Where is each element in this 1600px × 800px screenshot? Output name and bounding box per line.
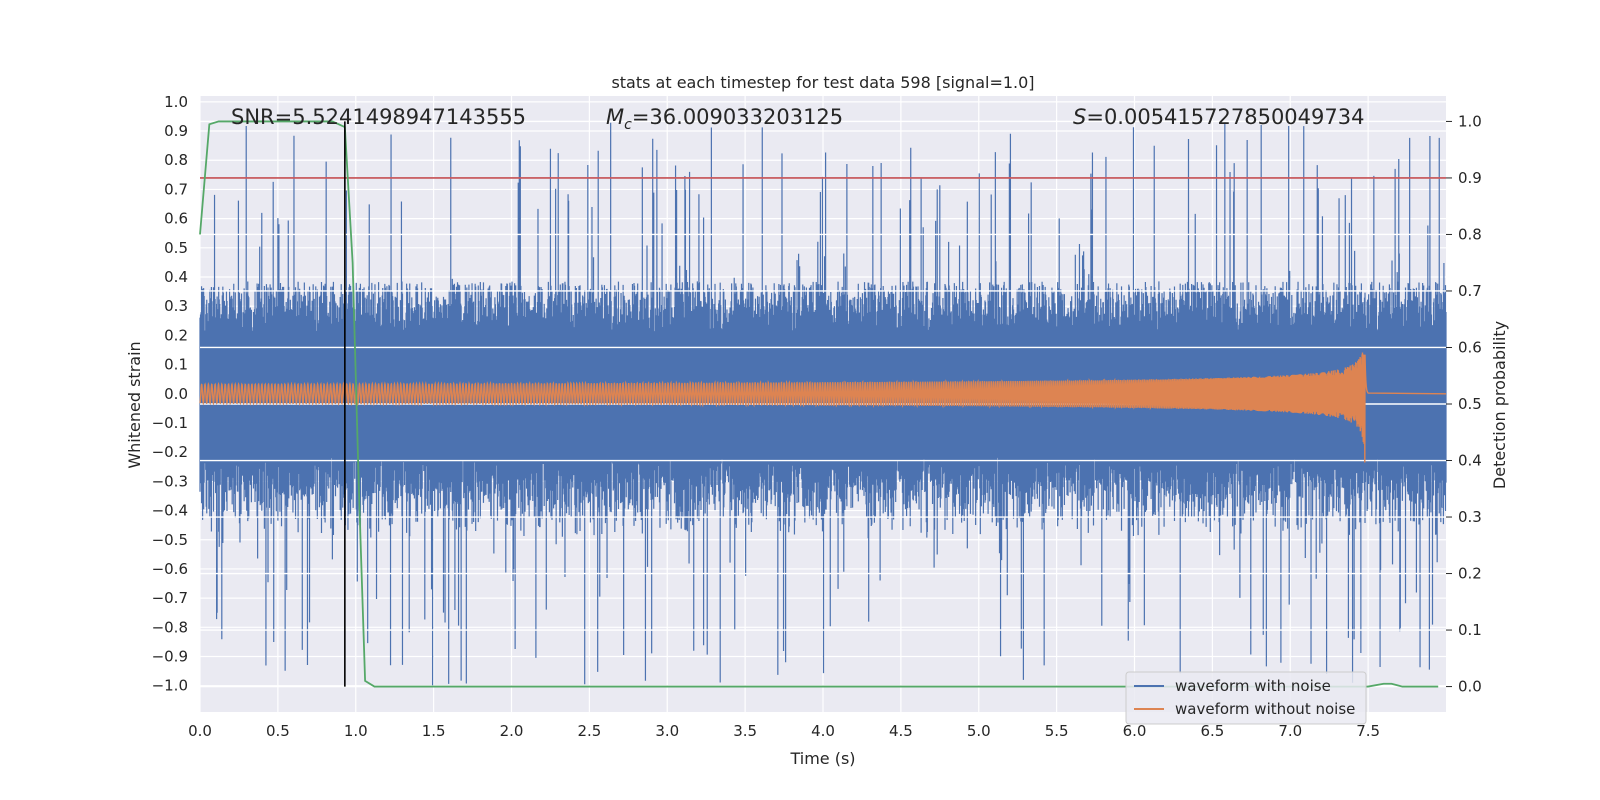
y-tick-label: 0.8 bbox=[164, 151, 188, 169]
legend: waveform with noise waveform without noi… bbox=[1125, 671, 1367, 725]
snr-annotation: SNR=5.5241498947143555 bbox=[231, 105, 526, 129]
y-tick-label: −0.7 bbox=[152, 589, 188, 607]
y-tick-label: 0.5 bbox=[164, 239, 188, 257]
chirp-mass-value: =36.009033203125 bbox=[632, 105, 843, 129]
y2-tick-label: 0.5 bbox=[1458, 395, 1482, 413]
x-tick-label: 3.0 bbox=[655, 722, 679, 740]
x-tick-label: 5.5 bbox=[1045, 722, 1069, 740]
y2-axis-label: Detection probability bbox=[1490, 321, 1509, 489]
y-tick-label: 0.2 bbox=[164, 326, 188, 344]
y-tick-label: 0.3 bbox=[164, 297, 188, 315]
y2-tick-label: 0.3 bbox=[1458, 508, 1482, 526]
s-value: =0.005415727850049734 bbox=[1086, 105, 1364, 129]
y-tick-label: 1.0 bbox=[164, 93, 188, 111]
x-tick-label: 0.5 bbox=[266, 722, 290, 740]
chart-title: stats at each timestep for test data 598… bbox=[611, 73, 1034, 92]
y-tick-label: −0.8 bbox=[152, 618, 188, 636]
clean-waveform bbox=[199, 352, 1447, 463]
x-tick-label: 1.0 bbox=[344, 722, 368, 740]
y-tick-label: −0.5 bbox=[152, 531, 188, 549]
y-tick-label: 0.6 bbox=[164, 210, 188, 228]
y-tick-label: 0.7 bbox=[164, 180, 188, 198]
legend-label-clean: waveform without noise bbox=[1175, 700, 1355, 718]
x-tick-label: 6.5 bbox=[1200, 722, 1224, 740]
probability-layer bbox=[199, 120, 1446, 688]
chirp-mass-subscript: c bbox=[624, 117, 632, 133]
y-tick-label: −0.1 bbox=[152, 414, 188, 432]
x-tick-label: 7.5 bbox=[1356, 722, 1380, 740]
y2-axis-ticks: 1.0 0.9 0.8 0.7 0.6 0.5 0.4 0.3 0.2 0.1 0.0 bbox=[1446, 112, 1482, 696]
y-tick-label: −1.0 bbox=[152, 677, 188, 695]
x-tick-label: 7.0 bbox=[1278, 722, 1302, 740]
probability-line bbox=[199, 120, 1439, 688]
x-tick-label: 3.5 bbox=[733, 722, 757, 740]
s-symbol: S bbox=[1073, 105, 1086, 129]
y2-tick-label: 0.9 bbox=[1458, 169, 1482, 187]
chirp-mass-annotation: Mc=36.009033203125 bbox=[606, 105, 843, 133]
y-tick-label: −0.3 bbox=[152, 472, 188, 490]
y-tick-label: 0.1 bbox=[164, 356, 188, 374]
chirp-mass-symbol: M bbox=[606, 105, 624, 129]
y2-tick-label: 0.1 bbox=[1458, 621, 1482, 639]
y2-tick-label: 0.6 bbox=[1458, 338, 1482, 356]
x-axis-label: Time (s) bbox=[789, 749, 855, 768]
y-axis-label: Whitened strain bbox=[125, 341, 144, 468]
y2-tick-label: 0.8 bbox=[1458, 225, 1482, 243]
x-tick-label: 2.0 bbox=[500, 722, 524, 740]
y-tick-label: 0.4 bbox=[164, 268, 188, 286]
clean-waveform-layer bbox=[199, 352, 1447, 463]
y2-tick-label: 1.0 bbox=[1458, 112, 1482, 130]
y2-tick-label: 0.2 bbox=[1458, 565, 1482, 583]
s-annotation: S=0.005415727850049734 bbox=[1073, 105, 1364, 129]
x-tick-label: 5.0 bbox=[967, 722, 991, 740]
y-tick-label: 0.0 bbox=[164, 385, 188, 403]
y-tick-label: 0.9 bbox=[164, 122, 188, 140]
x-tick-label: 2.5 bbox=[577, 722, 601, 740]
legend-box bbox=[1125, 671, 1367, 725]
x-tick-label: 4.0 bbox=[811, 722, 835, 740]
y-tick-label: −0.6 bbox=[152, 560, 188, 578]
y-axis-ticks: 1.0 0.9 0.8 0.7 0.6 0.5 0.4 0.3 0.2 0.1 0.0 −0.1 −0.… bbox=[152, 93, 188, 695]
x-tick-label: 0.0 bbox=[188, 722, 212, 740]
y2-tick-label: 0.0 bbox=[1458, 678, 1482, 696]
x-tick-label: 1.5 bbox=[422, 722, 446, 740]
y-tick-label: −0.4 bbox=[152, 502, 188, 520]
y2-tick-label: 0.7 bbox=[1458, 282, 1482, 300]
y-tick-label: −0.9 bbox=[152, 648, 188, 666]
x-axis-ticks: 0.0 0.5 1.0 1.5 2.0 2.5 3.0 3.5 4.0 4.5 5.0 5.5 6.0 6… bbox=[188, 722, 1380, 740]
x-tick-label: 4.5 bbox=[889, 722, 913, 740]
y-tick-label: −0.2 bbox=[152, 443, 188, 461]
y2-tick-label: 0.4 bbox=[1458, 452, 1482, 470]
legend-label-noise: waveform with noise bbox=[1175, 677, 1331, 695]
x-tick-label: 6.0 bbox=[1123, 722, 1147, 740]
